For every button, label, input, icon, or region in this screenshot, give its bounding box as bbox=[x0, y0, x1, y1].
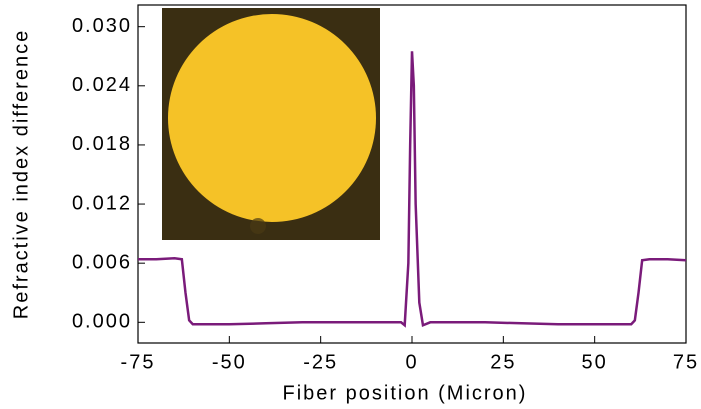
y-tick-label: 0.024 bbox=[72, 74, 132, 96]
x-tick-label: -75 bbox=[121, 351, 156, 373]
x-tick-label: 25 bbox=[490, 351, 516, 373]
y-tick-label: 0.012 bbox=[72, 192, 132, 214]
x-tick-label: 50 bbox=[582, 351, 608, 373]
x-tick-label: 75 bbox=[673, 351, 699, 373]
x-tick-label: 0 bbox=[405, 351, 418, 373]
y-tick-label: 0.006 bbox=[72, 251, 132, 273]
inset-image bbox=[162, 8, 380, 240]
y-tick-label: 0.030 bbox=[72, 15, 132, 37]
y-tick-label: 0.000 bbox=[72, 311, 132, 333]
data-line bbox=[138, 51, 687, 328]
y-axis-label: Refractive index difference bbox=[10, 29, 32, 319]
y-tick-label: 0.018 bbox=[72, 133, 132, 155]
x-tick-label: -25 bbox=[303, 351, 338, 373]
x-axis-label: Fiber position (Micron) bbox=[283, 382, 528, 404]
x-tick-label: -50 bbox=[212, 351, 247, 373]
